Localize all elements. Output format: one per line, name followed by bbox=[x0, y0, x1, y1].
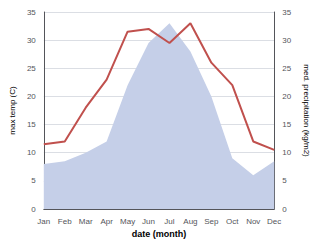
svg-text:Sep: Sep bbox=[204, 217, 219, 226]
svg-text:Nov: Nov bbox=[246, 217, 260, 226]
svg-text:Dec: Dec bbox=[267, 217, 281, 226]
svg-text:15: 15 bbox=[282, 120, 291, 129]
svg-text:20: 20 bbox=[27, 92, 36, 101]
svg-text:Apr: Apr bbox=[100, 217, 113, 226]
svg-text:35: 35 bbox=[282, 8, 291, 17]
svg-text:Jan: Jan bbox=[37, 217, 50, 226]
svg-text:15: 15 bbox=[27, 120, 36, 129]
svg-text:Aug: Aug bbox=[183, 217, 197, 226]
svg-text:35: 35 bbox=[27, 8, 36, 17]
svg-text:10: 10 bbox=[27, 148, 36, 157]
svg-text:30: 30 bbox=[27, 36, 36, 45]
svg-text:date (month): date (month) bbox=[132, 229, 187, 239]
svg-text:5: 5 bbox=[282, 176, 287, 185]
svg-text:30: 30 bbox=[282, 36, 291, 45]
svg-text:Jul: Jul bbox=[164, 217, 174, 226]
svg-text:20: 20 bbox=[282, 92, 291, 101]
svg-text:May: May bbox=[120, 217, 135, 226]
svg-text:10: 10 bbox=[282, 148, 291, 157]
svg-text:Oct: Oct bbox=[226, 217, 239, 226]
svg-text:0: 0 bbox=[31, 205, 36, 214]
svg-text:25: 25 bbox=[27, 64, 36, 73]
svg-text:Jun: Jun bbox=[142, 217, 155, 226]
svg-text:Mar: Mar bbox=[79, 217, 93, 226]
svg-text:0: 0 bbox=[282, 205, 287, 214]
svg-text:5: 5 bbox=[31, 176, 36, 185]
svg-text:Feb: Feb bbox=[58, 217, 72, 226]
svg-text:med. precipitation (kg/m2): med. precipitation (kg/m2) bbox=[302, 64, 311, 157]
svg-text:25: 25 bbox=[282, 64, 291, 73]
svg-text:max temp (C): max temp (C) bbox=[8, 86, 17, 135]
